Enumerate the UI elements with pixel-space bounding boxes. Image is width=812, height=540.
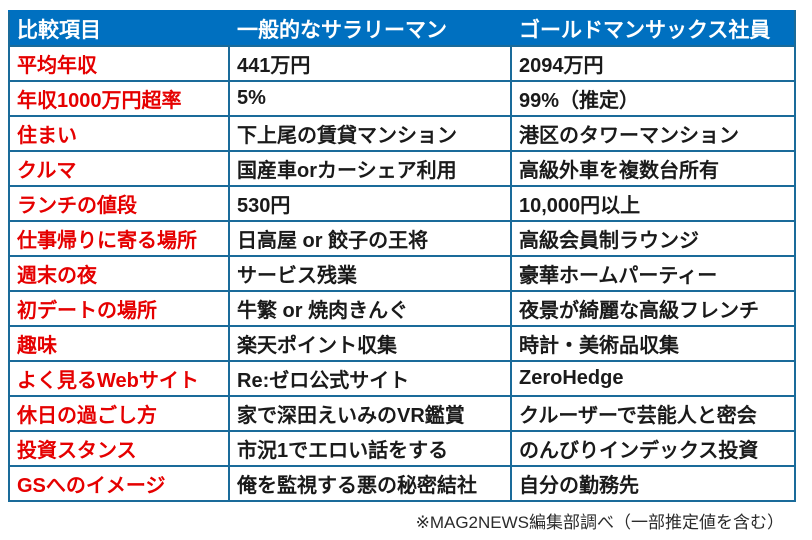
- table-row: よく見るWebサイト Re:ゼロ公式サイト ZeroHedge: [8, 360, 796, 397]
- source-note: ※MAG2NEWS編集部調べ（一部推定値を含む）: [415, 513, 784, 532]
- salaryman-value: 日高屋 or 餃子の王将: [228, 220, 512, 257]
- goldman-value: 10,000円以上: [510, 185, 796, 222]
- salaryman-value: 5%: [228, 80, 512, 117]
- goldman-value: 自分の勤務先: [510, 465, 796, 502]
- salaryman-value: 楽天ポイント収集: [228, 325, 512, 362]
- goldman-value: のんびりインデックス投資: [510, 430, 796, 467]
- table-row: ランチの値段 530円 10,000円以上: [8, 185, 796, 222]
- row-label: クルマ: [8, 150, 230, 187]
- table-row: 平均年収 441万円 2094万円: [8, 45, 796, 82]
- row-label: 平均年収: [8, 45, 230, 82]
- row-label: 週末の夜: [8, 255, 230, 292]
- table-row: 年収1000万円超率 5% 99%（推定）: [8, 80, 796, 117]
- column-header-salaryman: 一般的なサラリーマン: [228, 10, 512, 47]
- goldman-value: クルーザーで芸能人と密会: [510, 395, 796, 432]
- table-header: 比較項目 一般的なサラリーマン ゴールドマンサックス社員: [8, 10, 796, 47]
- salaryman-value: 家で深田えいみのVR鑑賞: [228, 395, 512, 432]
- comparison-table: 比較項目 一般的なサラリーマン ゴールドマンサックス社員 平均年収 441万円 20…: [8, 10, 796, 502]
- row-label: GSへのイメージ: [8, 465, 230, 502]
- goldman-value: 夜景が綺麗な高級フレンチ: [510, 290, 796, 327]
- salaryman-value: Re:ゼロ公式サイト: [228, 360, 512, 397]
- goldman-value: 2094万円: [510, 45, 796, 82]
- salaryman-value: サービス残業: [228, 255, 512, 292]
- column-header-item: 比較項目: [8, 10, 230, 47]
- table-row: 初デートの場所 牛繁 or 焼肉きんぐ 夜景が綺麗な高級フレンチ: [8, 290, 796, 327]
- goldman-value: ZeroHedge: [510, 360, 796, 397]
- row-label: よく見るWebサイト: [8, 360, 230, 397]
- row-label: 年収1000万円超率: [8, 80, 230, 117]
- salaryman-value: 下上尾の賃貸マンション: [228, 115, 512, 152]
- table-row: クルマ 国産車orカーシェア利用 高級外車を複数台所有: [8, 150, 796, 187]
- table-row: 週末の夜 サービス残業 豪華ホームパーティー: [8, 255, 796, 292]
- goldman-value: 豪華ホームパーティー: [510, 255, 796, 292]
- table-body: 平均年収 441万円 2094万円 年収1000万円超率 5% 99%（推定） 住まい 下上尾…: [8, 45, 796, 502]
- row-label: 仕事帰りに寄る場所: [8, 220, 230, 257]
- row-label: 初デートの場所: [8, 290, 230, 327]
- header-row: 比較項目 一般的なサラリーマン ゴールドマンサックス社員: [8, 10, 796, 47]
- table-row: 仕事帰りに寄る場所 日高屋 or 餃子の王将 高級会員制ラウンジ: [8, 220, 796, 257]
- goldman-value: 99%（推定）: [510, 80, 796, 117]
- row-label: 趣味: [8, 325, 230, 362]
- table-row: 投資スタンス 市況1でエロい話をする のんびりインデックス投資: [8, 430, 796, 467]
- table-row: 休日の過ごし方 家で深田えいみのVR鑑賞 クルーザーで芸能人と密会: [8, 395, 796, 432]
- goldman-value: 高級会員制ラウンジ: [510, 220, 796, 257]
- salaryman-value: 国産車orカーシェア利用: [228, 150, 512, 187]
- salaryman-value: 俺を監視する悪の秘密結社: [228, 465, 512, 502]
- goldman-value: 時計・美術品収集: [510, 325, 796, 362]
- row-label: 住まい: [8, 115, 230, 152]
- salaryman-value: 530円: [228, 185, 512, 222]
- table-row: GSへのイメージ 俺を監視する悪の秘密結社 自分の勤務先: [8, 465, 796, 502]
- row-label: 休日の過ごし方: [8, 395, 230, 432]
- salaryman-value: 441万円: [228, 45, 512, 82]
- column-header-goldman: ゴールドマンサックス社員: [510, 10, 796, 47]
- goldman-value: 高級外車を複数台所有: [510, 150, 796, 187]
- row-label: ランチの値段: [8, 185, 230, 222]
- goldman-value: 港区のタワーマンション: [510, 115, 796, 152]
- row-label: 投資スタンス: [8, 430, 230, 467]
- salaryman-value: 市況1でエロい話をする: [228, 430, 512, 467]
- salaryman-value: 牛繁 or 焼肉きんぐ: [228, 290, 512, 327]
- table-row: 趣味 楽天ポイント収集 時計・美術品収集: [8, 325, 796, 362]
- table-row: 住まい 下上尾の賃貸マンション 港区のタワーマンション: [8, 115, 796, 152]
